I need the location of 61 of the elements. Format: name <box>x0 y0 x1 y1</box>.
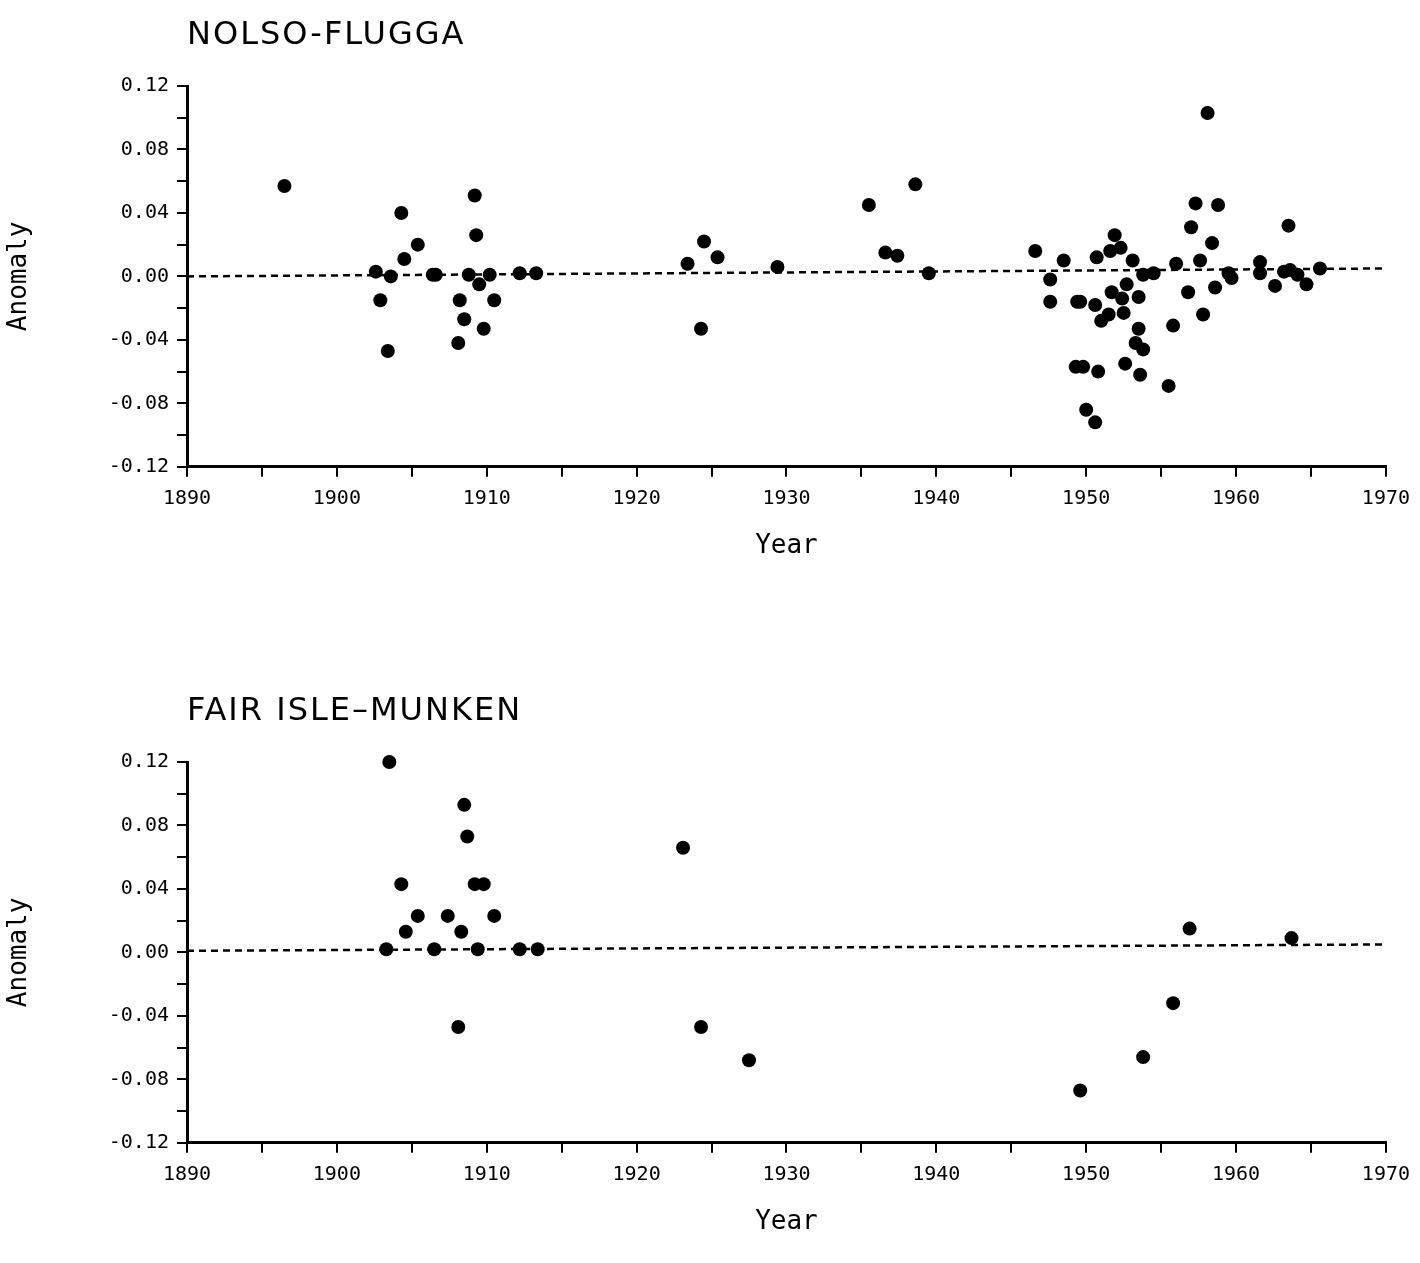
y-tick-label: 0.12 <box>120 748 169 773</box>
point <box>454 924 469 939</box>
point <box>440 908 455 923</box>
point <box>457 797 472 812</box>
y-tick-label: -0.04 <box>108 326 169 351</box>
y-tick-label: 0.08 <box>120 135 169 160</box>
point <box>398 924 413 939</box>
y-axis-title: Anomaly <box>2 897 33 1008</box>
point <box>1073 1083 1088 1098</box>
x-tick-label: 1960 <box>1211 1161 1261 1185</box>
y-tick-label: 0.00 <box>120 938 169 963</box>
point <box>676 840 691 855</box>
x-tick-label: 1940 <box>912 485 961 509</box>
point <box>1284 931 1299 946</box>
point <box>741 1053 756 1068</box>
x-tick-label: 1970 <box>1361 485 1410 509</box>
x-tick-label: 1910 <box>462 1161 511 1185</box>
point <box>1136 1050 1151 1065</box>
y-tick-label: -0.12 <box>108 1129 169 1153</box>
x-tick-label: 1890 <box>162 485 212 509</box>
y-tick-label: 0.04 <box>120 199 169 224</box>
y-axis-title: Anomaly <box>2 221 33 332</box>
x-tick-label: 1960 <box>1211 485 1261 509</box>
y-tick-label: 0.04 <box>120 875 169 900</box>
x-tick-label: 1930 <box>762 485 811 509</box>
y-tick-label: -0.08 <box>108 389 169 414</box>
point <box>451 1019 466 1034</box>
y-tick-label: -0.12 <box>108 453 169 477</box>
x-axis-title: Year <box>755 1205 818 1236</box>
point <box>1166 996 1181 1011</box>
point <box>379 942 394 957</box>
x-axis-title: Year <box>755 529 818 560</box>
chart-title: NOLSO-FLUGGA <box>186 13 467 54</box>
y-tick-label: -0.08 <box>108 1065 169 1090</box>
point <box>410 908 425 923</box>
point <box>382 755 397 769</box>
y-tick-label: -0.04 <box>108 1002 169 1027</box>
x-tick-label: 1970 <box>1361 1161 1410 1185</box>
y-tick-label: 0.08 <box>120 811 169 836</box>
x-tick-label: 1930 <box>762 1161 811 1185</box>
x-tick-label: 1900 <box>312 485 361 509</box>
point <box>694 1019 709 1034</box>
x-tick-label: 1940 <box>912 1161 961 1185</box>
point <box>460 829 475 844</box>
chart-title: FAIR ISLE–MUNKEN <box>186 689 524 730</box>
y-tick-label: 0.00 <box>120 262 169 287</box>
x-tick-label: 1900 <box>312 1161 361 1185</box>
x-tick-label: 1950 <box>1062 485 1111 509</box>
point <box>1182 921 1197 936</box>
point <box>470 942 485 957</box>
point <box>394 877 409 892</box>
y-tick-label: 0.12 <box>120 72 169 97</box>
x-tick-label: 1890 <box>162 1161 212 1185</box>
point <box>530 942 545 957</box>
point <box>487 908 502 923</box>
x-tick-label: 1950 <box>1062 1161 1111 1185</box>
x-tick-label: 1920 <box>612 1161 661 1185</box>
point <box>427 942 442 957</box>
x-tick-label: 1910 <box>462 485 511 509</box>
x-tick-label: 1920 <box>612 485 661 509</box>
point <box>512 942 527 957</box>
